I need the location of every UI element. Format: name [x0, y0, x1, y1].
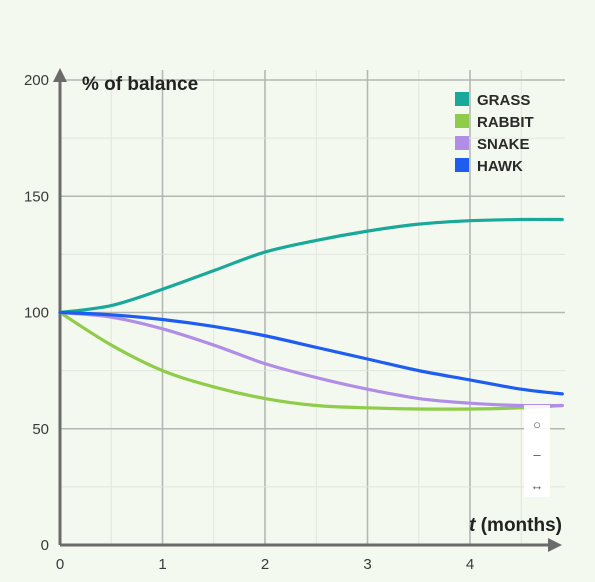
x-axis-arrow-icon	[548, 538, 562, 552]
y-tick-label: 100	[24, 305, 49, 322]
controls-panel	[524, 405, 550, 497]
x-tick-label: 3	[363, 556, 371, 573]
legend-swatch-grass	[455, 92, 469, 106]
series-line-grass	[58, 217, 564, 315]
x-axis-title: t (months)	[469, 515, 562, 536]
x-tick-label: 4	[466, 556, 474, 573]
y-axis-title: % of balance	[82, 74, 198, 95]
legend-label-hawk: HAWK	[477, 158, 523, 175]
x-axis-variable: t	[469, 515, 476, 536]
reset-view-icon[interactable]: ○	[533, 417, 541, 432]
y-axis-arrow-icon	[53, 68, 67, 82]
x-tick-label: 0	[56, 556, 64, 573]
series-lines	[58, 217, 564, 411]
x-axis-unit: (months)	[475, 515, 562, 536]
y-tick-label: 0	[41, 537, 49, 554]
legend-swatch-snake	[455, 136, 469, 150]
legend-swatch-hawk	[455, 158, 469, 172]
legend-swatch-rabbit	[455, 114, 469, 128]
chart-controls: ○ – ↔	[524, 405, 550, 497]
fit-width-icon[interactable]: ↔	[531, 478, 544, 493]
series-line-snake	[58, 310, 564, 408]
series-line-hawk	[58, 310, 564, 396]
y-tick-label: 200	[24, 72, 49, 89]
x-tick-label: 1	[158, 556, 166, 573]
legend-label-snake: SNAKE	[477, 136, 530, 153]
grid	[60, 70, 565, 545]
legend-label-rabbit: RABBIT	[477, 114, 534, 131]
x-tick-label: 2	[261, 556, 269, 573]
legend-label-grass: GRASS	[477, 92, 530, 109]
y-tick-label: 150	[24, 188, 49, 205]
plot-background	[60, 70, 565, 548]
zoom-out-icon[interactable]: –	[533, 447, 541, 462]
legend: GRASS RABBIT SNAKE HAWK	[455, 92, 534, 175]
series-line-rabbit	[58, 310, 564, 411]
y-tick-label: 50	[32, 421, 49, 438]
tick-labels: 0 1 2 3 4 0 50 100 150 200	[24, 72, 474, 573]
